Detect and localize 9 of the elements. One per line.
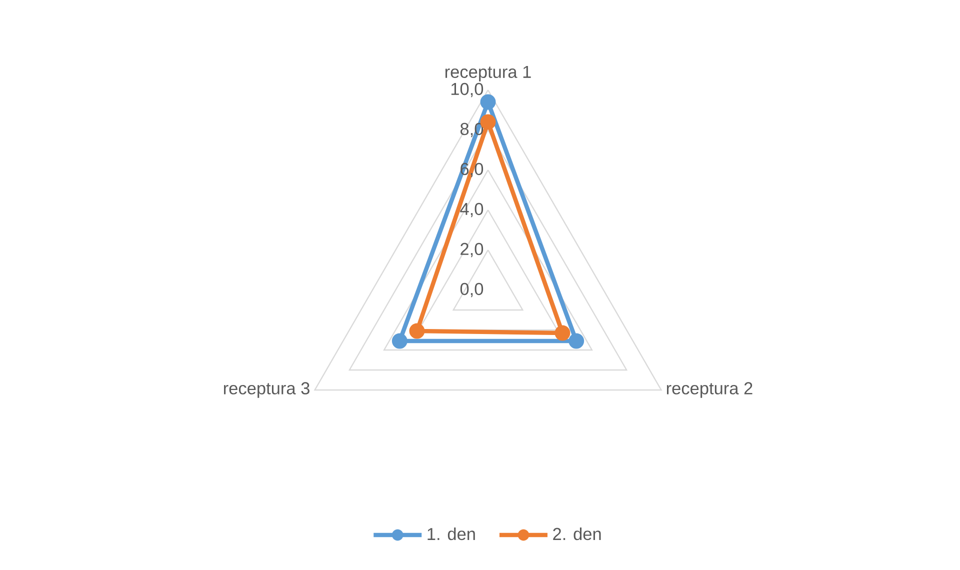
- legend-label: 2. den: [553, 527, 601, 540]
- y-tick-label: 2,0: [460, 242, 484, 258]
- spoke-label: receptura 3: [224, 382, 310, 398]
- y-tick-label: 10,0: [451, 82, 484, 98]
- spoke-label: receptura 1: [445, 66, 531, 82]
- y-tick-label: 0,0: [460, 282, 484, 298]
- legend-label: 1. den: [428, 527, 475, 540]
- spoke-label: receptura 2: [666, 382, 752, 398]
- y-tick-label: 4,0: [460, 202, 484, 218]
